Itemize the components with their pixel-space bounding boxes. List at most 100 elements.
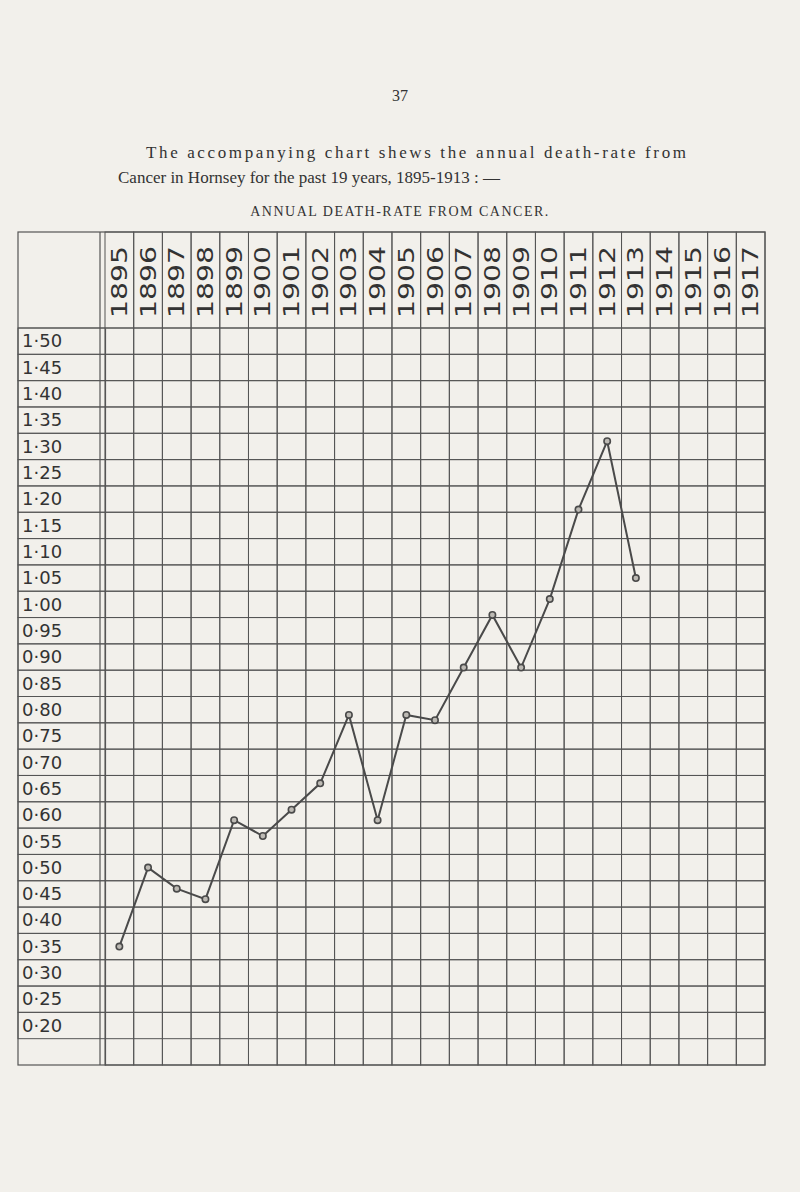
x-tick-label: 1904 xyxy=(366,246,390,318)
x-tick: 1910 xyxy=(538,246,562,322)
grid-column xyxy=(335,232,364,1065)
x-tick: 1909 xyxy=(510,246,534,322)
y-tick-label: 0·50 xyxy=(22,857,62,878)
y-tick-label: 0·90 xyxy=(22,646,62,667)
data-point xyxy=(346,712,352,718)
x-tick: 1908 xyxy=(481,246,505,322)
y-tick-label: 1·45 xyxy=(22,357,62,378)
y-axis-line xyxy=(105,329,106,1066)
grid-column xyxy=(535,232,564,1065)
y-tick: 0·80 xyxy=(22,699,105,720)
x-tick: 1901 xyxy=(280,246,304,322)
x-tick-label: 1911 xyxy=(567,246,591,318)
x-tick-label: 1899 xyxy=(223,246,247,318)
y-axis: 1·501·451·401·351·301·251·201·151·101·05… xyxy=(22,329,106,1066)
y-tick-label: 0·45 xyxy=(22,883,62,904)
y-tick: 0·85 xyxy=(22,673,105,694)
x-tick: 1904 xyxy=(366,246,390,322)
x-tick-label: 1895 xyxy=(108,246,132,318)
x-axis: 1895189618971898189919001901190219031904… xyxy=(106,246,766,323)
y-tick-label: 0·70 xyxy=(22,752,62,773)
data-point xyxy=(460,664,466,670)
x-tick: 1897 xyxy=(165,246,189,322)
y-tick: 1·10 xyxy=(22,541,105,562)
y-tick-label: 0·35 xyxy=(22,936,62,957)
header-rule xyxy=(18,327,765,328)
data-point xyxy=(202,896,208,902)
y-tick: 1·40 xyxy=(22,383,105,404)
grid-column xyxy=(277,232,306,1065)
x-tick: 1906 xyxy=(424,246,448,322)
x-tick: 1911 xyxy=(567,246,591,322)
y-tick: 1·50 xyxy=(22,330,105,351)
y-tick: 0·35 xyxy=(22,936,105,957)
x-tick-label: 1909 xyxy=(510,246,534,318)
y-tick: 1·15 xyxy=(22,515,105,536)
data-point xyxy=(317,780,323,786)
data-point xyxy=(547,596,553,602)
data-point xyxy=(145,864,151,870)
y-tick: 0·70 xyxy=(22,752,105,773)
x-tick: 1917 xyxy=(739,246,763,322)
y-tick: 0·65 xyxy=(22,778,105,799)
grid-column xyxy=(593,232,622,1065)
grid-column xyxy=(736,232,765,1065)
x-tick: 1905 xyxy=(395,246,419,322)
y-tick-label: 0·25 xyxy=(22,988,62,1009)
y-tick-label: 1·00 xyxy=(22,594,62,615)
data-point xyxy=(174,885,180,891)
y-tick-label: 1·15 xyxy=(22,515,62,536)
x-tick: 1913 xyxy=(624,246,648,322)
page-number: 37 xyxy=(392,87,408,104)
data-point xyxy=(374,817,380,823)
x-tick-label: 1908 xyxy=(481,246,505,318)
x-tick: 1903 xyxy=(337,246,361,322)
x-tick-label: 1913 xyxy=(624,246,648,318)
y-tick-label: 0·30 xyxy=(22,962,62,983)
y-tick-label: 0·60 xyxy=(22,804,62,825)
x-tick-label: 1917 xyxy=(739,246,763,318)
y-tick-label: 1·30 xyxy=(22,436,62,457)
page: 37The accompanying chart shews the annua… xyxy=(0,0,800,1192)
x-tick: 1907 xyxy=(452,246,476,322)
x-tick-label: 1915 xyxy=(682,246,706,318)
y-tick: 1·30 xyxy=(22,436,105,457)
grid-column xyxy=(421,232,450,1065)
x-tick-label: 1902 xyxy=(309,246,333,318)
x-tick-label: 1907 xyxy=(452,246,476,318)
x-tick: 1912 xyxy=(596,246,620,322)
x-tick-label: 1900 xyxy=(251,246,275,318)
y-tick-label: 1·05 xyxy=(22,567,62,588)
y-tick: 0·50 xyxy=(22,857,105,878)
grid-column xyxy=(191,232,220,1065)
data-point xyxy=(633,575,639,581)
plot-area xyxy=(116,438,639,950)
y-tick: 1·00 xyxy=(22,594,105,615)
data-point xyxy=(231,817,237,823)
y-tick: 0·60 xyxy=(22,804,105,825)
x-tick: 1898 xyxy=(194,246,218,322)
y-tick: 0·45 xyxy=(22,883,105,904)
data-point xyxy=(260,833,266,839)
data-point xyxy=(518,664,524,670)
grid-column xyxy=(622,232,651,1065)
y-tick: 0·55 xyxy=(22,831,105,852)
y-tick: 0·20 xyxy=(22,1015,105,1036)
x-tick-label: 1916 xyxy=(711,246,735,318)
y-tick: 0·75 xyxy=(22,725,105,746)
y-tick-label: 0·95 xyxy=(22,620,62,641)
data-point xyxy=(288,806,294,812)
x-tick: 1915 xyxy=(682,246,706,322)
x-tick: 1914 xyxy=(653,246,677,322)
grid-column xyxy=(248,232,277,1065)
y-tick: 0·25 xyxy=(22,988,105,1009)
x-tick-label: 1906 xyxy=(424,246,448,318)
y-tick: 0·40 xyxy=(22,909,105,930)
data-point xyxy=(575,506,581,512)
x-axis-line xyxy=(106,322,766,323)
grid-column xyxy=(650,232,679,1065)
grid-column xyxy=(220,232,249,1065)
grid-column xyxy=(306,232,335,1065)
y-tick: 1·20 xyxy=(22,488,105,509)
x-tick-label: 1903 xyxy=(337,246,361,318)
